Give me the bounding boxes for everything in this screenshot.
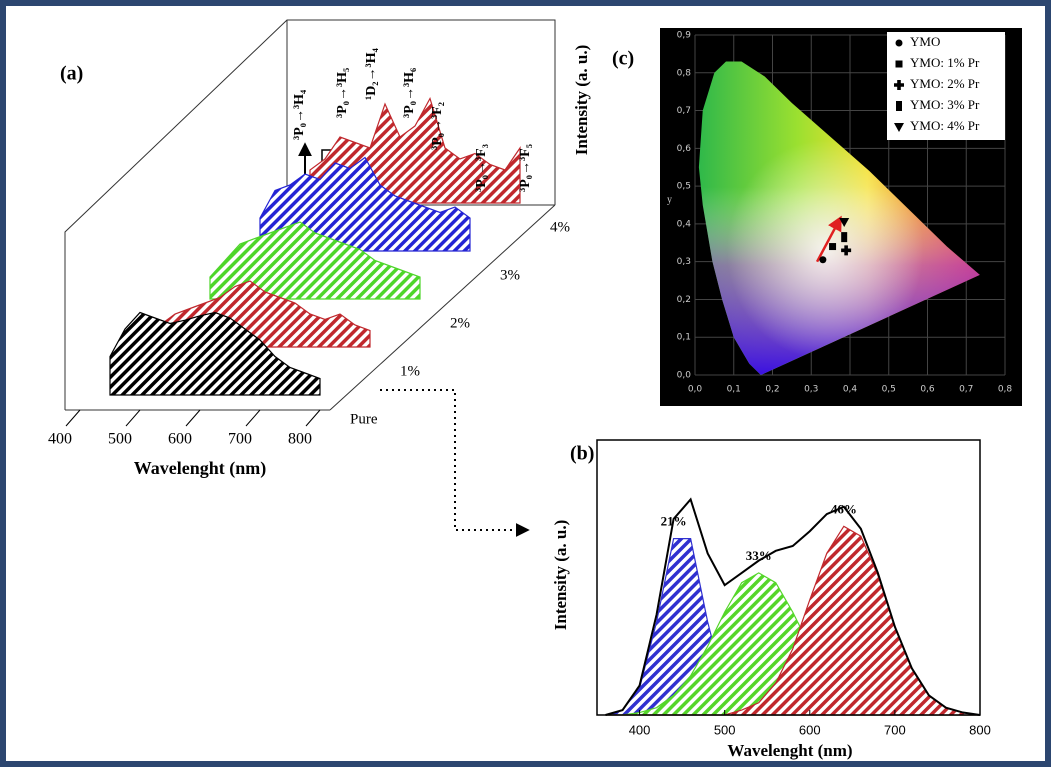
x-tick-label: 0,6 <box>920 385 935 395</box>
series-label: 4% <box>550 219 570 235</box>
point <box>819 256 827 264</box>
transition-label: ³P₀→³H₅ <box>335 68 350 118</box>
x-tick-label: 0,1 <box>727 385 741 395</box>
legend-marker <box>896 101 902 111</box>
legend-label: YMO: 4% Pr <box>910 118 980 133</box>
point <box>839 218 850 227</box>
y-tick-label: 0,3 <box>677 257 691 267</box>
x-tick <box>125 409 141 427</box>
y-tick-label: 0,4 <box>677 219 692 229</box>
spectrum-area <box>109 311 321 396</box>
trend-arrow <box>815 215 842 263</box>
point <box>829 243 837 251</box>
x-tick-label: 0,7 <box>959 385 973 395</box>
plot-frame <box>596 439 981 716</box>
x-tick-label: 700 <box>884 722 906 737</box>
x-tick <box>305 409 321 427</box>
series-label: 1% <box>400 363 420 379</box>
legend-label: YMO: 1% Pr <box>910 55 980 70</box>
x-tick-label: 0,2 <box>765 385 779 395</box>
y-tick-label: 0,9 <box>677 31 692 41</box>
legend-marker <box>894 123 904 132</box>
legend-box <box>887 32 1005 140</box>
x-tick-label: 400 <box>629 722 651 737</box>
x-tick-label: 800 <box>288 431 312 448</box>
transition-label: ³P₀→³F₂ <box>430 102 445 150</box>
x-tick-label: 800 <box>969 722 991 737</box>
legend-marker <box>895 60 903 68</box>
y-tick-label: 0,2 <box>677 295 691 305</box>
legend-marker <box>894 80 904 90</box>
x-tick-label: 500 <box>108 431 132 448</box>
side-label: Intensity (a. u.) <box>572 45 591 156</box>
point <box>841 232 848 243</box>
x-tick <box>65 409 81 427</box>
x-tick <box>245 409 261 427</box>
x-axis-label: Wavelenght (nm) <box>727 741 852 760</box>
transition-label: ³P₀→³F₃ <box>474 144 489 192</box>
y-tick-label: 0,5 <box>677 182 691 192</box>
y-axis-label: y <box>667 194 672 205</box>
x-tick-label: 600 <box>168 431 192 448</box>
x-tick-label: 700 <box>228 431 252 448</box>
transition-label: ³P₀→³H₆ <box>402 68 417 118</box>
dotted-arrow <box>380 389 530 537</box>
transition-label: ³P₀→³H₄ <box>292 89 307 140</box>
series-label: Pure <box>350 411 378 427</box>
transition-label: ¹D₂→³H₄ <box>364 47 379 100</box>
y-tick-label: 0,0 <box>677 371 692 381</box>
x-tick-label: 0,4 <box>843 385 858 395</box>
y-axis-label: Intensity (a. u.) <box>551 520 570 631</box>
y-tick-label: 0,8 <box>677 68 692 78</box>
legend-label: YMO <box>910 34 940 49</box>
y-tick-label: 0,7 <box>677 106 691 116</box>
spectrum-area <box>209 221 421 300</box>
legend-label: YMO: 3% Pr <box>910 97 980 112</box>
legend-marker <box>895 39 903 47</box>
component-label: 33% <box>746 548 772 563</box>
x-tick-label: 0,0 <box>688 385 703 395</box>
point <box>841 245 852 256</box>
component-label: 46% <box>831 501 857 516</box>
x-tick <box>185 409 201 427</box>
total-line <box>605 497 981 716</box>
x-tick-label: 500 <box>714 722 736 737</box>
x-tick-label: 400 <box>48 431 72 448</box>
x-tick-label: 0,5 <box>882 385 896 395</box>
x-tick-label: 600 <box>799 722 821 737</box>
x-tick-label: 0,8 <box>998 385 1013 395</box>
transition-label: ³P₀→³F₅ <box>518 144 533 192</box>
y-tick-label: 0,1 <box>677 333 691 343</box>
panel-label: (c) <box>612 48 634 70</box>
panel-label: (b) <box>570 443 594 465</box>
x-axis-label: Wavelenght (nm) <box>134 458 267 479</box>
panel-label: (a) <box>60 63 83 85</box>
series-label: 3% <box>500 267 520 283</box>
legend-label: YMO: 2% Pr <box>910 76 980 91</box>
x-tick-label: 0,3 <box>804 385 818 395</box>
series-label: 2% <box>450 315 470 331</box>
spectrum-area <box>259 156 471 252</box>
y-tick-label: 0,6 <box>677 144 692 154</box>
